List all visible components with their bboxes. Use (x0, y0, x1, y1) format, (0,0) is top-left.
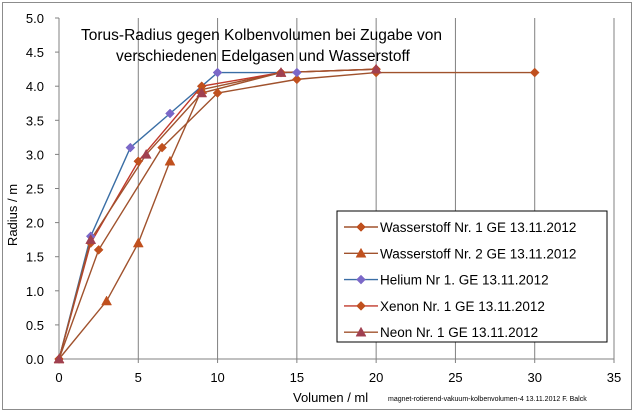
chart-caption: magnet-rotierend-vakuum-kolbenvolumen-4 … (388, 396, 587, 403)
legend-marker-5 (355, 326, 367, 337)
legend-box (336, 210, 608, 343)
series-5-point (140, 148, 152, 159)
legend-label-1: Wasserstoff Nr. 1 GE 13.11.2012 (380, 220, 576, 235)
x-tick-label: 35 (607, 370, 621, 385)
y-tick-label: 0.5 (26, 318, 44, 333)
legend: Wasserstoff Nr. 1 GE 13.11.2012 Wassersto… (336, 210, 608, 343)
chart-title-line-1: Torus-Radius gegen Kolbenvolumen bei Zug… (81, 27, 442, 44)
series-4-point (133, 156, 144, 167)
series-1-point (212, 88, 223, 98)
series-5-point (196, 87, 208, 98)
series-1-point (292, 74, 302, 85)
x-tick-label: 15 (290, 370, 304, 385)
series-3-point (125, 142, 136, 153)
series-2-point (164, 155, 176, 166)
series-2-point (132, 237, 144, 248)
x-tick-label: 30 (527, 370, 541, 385)
y-tick-label: 0.0 (26, 352, 44, 367)
legend-label-3: Helium Nr 1. GE 13.11.2012 (380, 273, 549, 288)
x-tick-label: 5 (135, 370, 142, 385)
y-tick-label: 2.5 (26, 182, 44, 197)
series-5-point (85, 234, 97, 244)
x-tick-label: 0 (55, 370, 62, 385)
legend-marker-1 (356, 222, 366, 232)
x-tick-label: 20 (369, 370, 383, 385)
series-5-point (53, 353, 65, 364)
series-1-point (93, 245, 104, 255)
y-tick-label: 4.0 (26, 79, 44, 94)
series-5-point (275, 67, 287, 77)
series-3-point (165, 108, 175, 119)
series-1-point (529, 67, 540, 78)
y-tick-label: 5.0 (26, 11, 44, 26)
y-tick-label: 3.5 (26, 113, 44, 128)
x-axis-label: Volumen / ml (293, 390, 368, 405)
y-tick-label: 2.0 (26, 216, 44, 231)
y-axis-label: Radius / m (5, 184, 20, 246)
legend-marker-2 (355, 247, 367, 258)
legend-items: Wasserstoff Nr. 1 GE 13.11.2012 Wassersto… (344, 220, 576, 340)
series-3-point (212, 67, 223, 78)
y-tick-label: 1.5 (26, 250, 44, 265)
x-tick-label: 25 (448, 370, 462, 385)
y-tick-label: 4.5 (26, 45, 44, 60)
legend-marker-3 (356, 274, 366, 285)
x-tick-label: 10 (210, 370, 224, 385)
legend-label-2: Wasserstoff Nr. 2 GE 13.11.2012 (380, 246, 576, 261)
series-3-point (292, 67, 302, 78)
series-1-point (157, 142, 167, 153)
series-5-point (370, 63, 382, 74)
legend-label-4: Xenon Nr. 1 GE 13.11.2012 (380, 299, 545, 314)
y-tick-label: 1.0 (26, 284, 44, 299)
legend-label-5: Neon Nr. 1 GE 13.11.2012 (380, 325, 538, 340)
chart-title-line-2: verschiedenen Edelgasen und Wasserstoff (116, 48, 411, 65)
series-layer (53, 63, 540, 364)
legend-marker-4 (356, 301, 366, 311)
y-tick-label: 3.0 (26, 147, 44, 162)
series-2-point (101, 295, 112, 306)
axes: 0 5 10 15 20 25 30 35 0.0 0.5 1.0 1.5 2.0 2.5 3.0 3.5 4.… (26, 11, 621, 385)
